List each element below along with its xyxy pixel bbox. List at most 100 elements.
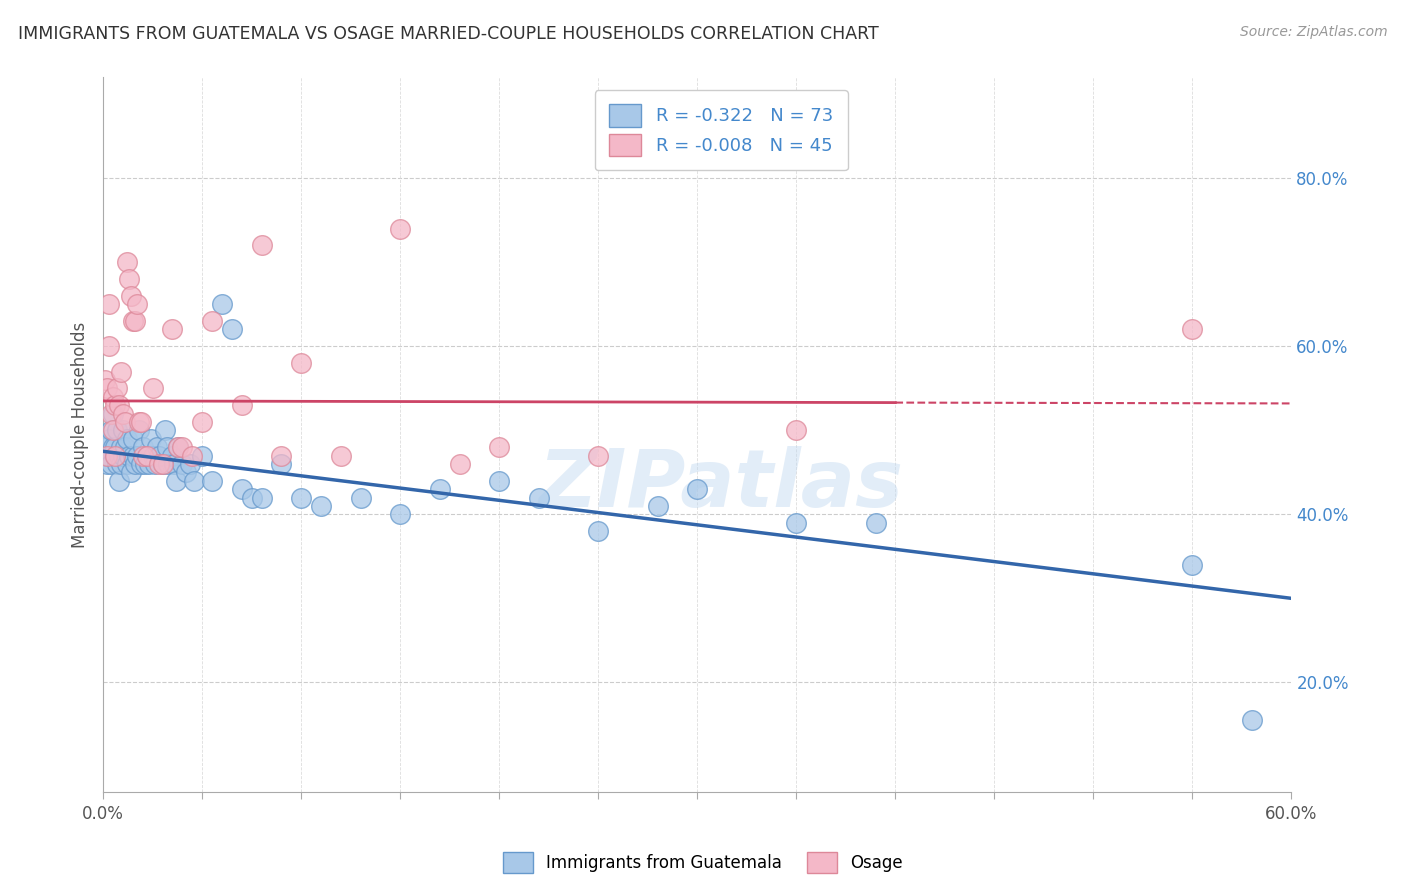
Point xyxy=(155,440,177,454)
Point xyxy=(96,440,118,454)
Point xyxy=(96,381,118,395)
Point xyxy=(231,482,253,496)
Point xyxy=(329,449,352,463)
Point xyxy=(290,491,312,505)
Point xyxy=(101,407,124,421)
Text: IMMIGRANTS FROM GUATEMALA VS OSAGE MARRIED-COUPLE HOUSEHOLDS CORRELATION CHART: IMMIGRANTS FROM GUATEMALA VS OSAGE MARRI… xyxy=(18,25,879,43)
Text: ZIPatlas: ZIPatlas xyxy=(538,445,904,524)
Point xyxy=(148,457,170,471)
Point xyxy=(179,457,201,471)
Point xyxy=(389,221,412,235)
Point xyxy=(115,255,138,269)
Point xyxy=(132,440,155,454)
Point xyxy=(686,482,709,496)
Point xyxy=(162,449,184,463)
Point xyxy=(785,516,807,530)
Point xyxy=(349,491,371,505)
Point xyxy=(98,449,121,463)
Point xyxy=(1240,713,1263,727)
Point xyxy=(157,457,180,471)
Point xyxy=(121,432,143,446)
Point xyxy=(191,415,214,429)
Point xyxy=(785,423,807,437)
Point xyxy=(1181,322,1204,336)
Point xyxy=(176,466,198,480)
Point xyxy=(115,457,138,471)
Point xyxy=(114,415,136,429)
Point xyxy=(201,474,224,488)
Point xyxy=(139,432,162,446)
Point xyxy=(125,297,148,311)
Point xyxy=(128,415,150,429)
Point xyxy=(104,440,127,454)
Point xyxy=(121,449,143,463)
Point xyxy=(449,457,471,471)
Point xyxy=(124,314,146,328)
Point xyxy=(148,449,170,463)
Point xyxy=(152,457,174,471)
Point xyxy=(128,423,150,437)
Point xyxy=(191,449,214,463)
Point xyxy=(120,289,142,303)
Point xyxy=(108,398,131,412)
Point xyxy=(104,449,127,463)
Point xyxy=(100,407,122,421)
Point xyxy=(588,524,610,538)
Point xyxy=(865,516,887,530)
Point xyxy=(129,415,152,429)
Point xyxy=(250,238,273,252)
Point xyxy=(145,440,167,454)
Point xyxy=(309,499,332,513)
Point xyxy=(138,457,160,471)
Point xyxy=(105,381,128,395)
Point xyxy=(94,449,117,463)
Point xyxy=(588,449,610,463)
Point xyxy=(250,491,273,505)
Point xyxy=(201,314,224,328)
Point xyxy=(118,449,141,463)
Legend: Immigrants from Guatemala, Osage: Immigrants from Guatemala, Osage xyxy=(496,846,910,880)
Point xyxy=(111,407,134,421)
Point xyxy=(181,449,204,463)
Point xyxy=(240,491,263,505)
Point xyxy=(167,440,190,454)
Point xyxy=(231,398,253,412)
Point xyxy=(270,457,292,471)
Point xyxy=(135,449,157,463)
Point xyxy=(211,297,233,311)
Point xyxy=(120,466,142,480)
Point xyxy=(142,381,165,395)
Point xyxy=(100,457,122,471)
Point xyxy=(488,440,510,454)
Text: Source: ZipAtlas.com: Source: ZipAtlas.com xyxy=(1240,25,1388,39)
Point xyxy=(101,423,124,437)
Point xyxy=(108,474,131,488)
Point xyxy=(125,449,148,463)
Point xyxy=(132,449,155,463)
Point xyxy=(105,423,128,437)
Point xyxy=(114,440,136,454)
Point xyxy=(270,449,292,463)
Point xyxy=(98,339,121,353)
Point xyxy=(110,440,132,454)
Point xyxy=(98,432,121,446)
Point xyxy=(101,440,124,454)
Point xyxy=(111,449,134,463)
Point xyxy=(290,356,312,370)
Point xyxy=(143,457,166,471)
Point xyxy=(163,457,186,471)
Point xyxy=(129,457,152,471)
Point xyxy=(1181,558,1204,572)
Point xyxy=(121,314,143,328)
Point xyxy=(153,423,176,437)
Point xyxy=(96,449,118,463)
Point xyxy=(172,440,194,454)
Legend: R = -0.322   N = 73, R = -0.008   N = 45: R = -0.322 N = 73, R = -0.008 N = 45 xyxy=(595,90,848,170)
Point xyxy=(110,457,132,471)
Point xyxy=(172,457,194,471)
Point xyxy=(110,364,132,378)
Point xyxy=(221,322,243,336)
Point xyxy=(108,449,131,463)
Point xyxy=(104,449,127,463)
Point xyxy=(104,398,127,412)
